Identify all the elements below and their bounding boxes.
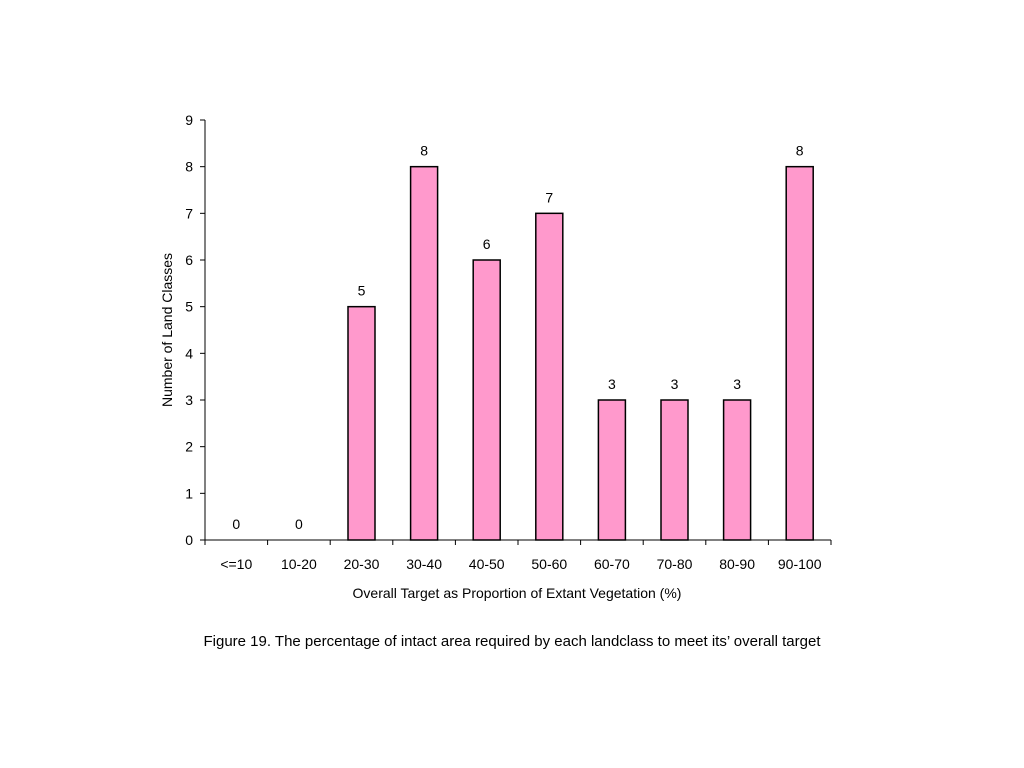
bar-value-label: 6 [483, 236, 491, 252]
x-tick-label: 50-60 [531, 556, 567, 572]
x-axis-ticks: <=10 10-20 20-30 30-40 40-50 50-60 60-70 70-80 8… [204, 540, 832, 572]
y-tick-label: 3 [185, 392, 193, 408]
bar-value-label: 5 [358, 283, 366, 299]
x-tick-label: 80-90 [719, 556, 755, 572]
y-tick-label: 1 [185, 485, 193, 501]
x-tick-label: 20-30 [344, 556, 380, 572]
y-tick-label: 0 [185, 532, 193, 548]
bar-value-label: 3 [608, 376, 616, 392]
y-tick-label: 2 [185, 439, 193, 455]
bar-value-label: 8 [420, 143, 428, 159]
bar-value-label: 0 [232, 516, 240, 532]
y-tick-label: 7 [185, 205, 193, 221]
y-tick-label: 4 [185, 345, 193, 361]
bar-value-label: 7 [545, 189, 553, 205]
bar-value-label: 0 [295, 516, 303, 532]
y-axis-ticks: 0 1 2 3 4 5 6 7 8 9 [185, 112, 205, 548]
bar-value-label: 3 [671, 376, 679, 392]
y-tick-label: 8 [185, 159, 193, 175]
y-axis-title: Number of Land Classes [159, 253, 175, 407]
x-tick-label: 70-80 [657, 556, 693, 572]
x-axis-title: Overall Target as Proportion of Extant V… [353, 585, 682, 601]
bar-value-label: 8 [796, 143, 804, 159]
bar [597, 399, 627, 541]
figure-caption: Figure 19. The percentage of intact area… [203, 633, 821, 650]
y-tick-label: 9 [185, 112, 193, 128]
bar [722, 399, 752, 541]
bar-chart: 0 1 2 3 4 5 6 7 8 9 0 0 5 8 6 7 3 3 3 8 <=10 10-20 20-30 30-4… [159, 112, 832, 601]
x-tick-label: 40-50 [469, 556, 505, 572]
x-tick-label: 90-100 [778, 556, 822, 572]
x-tick-label: 30-40 [406, 556, 442, 572]
y-tick-label: 6 [185, 252, 193, 268]
bar-value-label: 3 [733, 376, 741, 392]
bar [785, 165, 814, 541]
x-tick-label: 60-70 [594, 556, 630, 572]
x-tick-label: 10-20 [281, 556, 317, 572]
bar [409, 165, 439, 541]
bars [347, 165, 814, 541]
bar [347, 305, 376, 541]
y-tick-label: 5 [185, 299, 193, 315]
bar [660, 399, 689, 541]
bar [535, 212, 564, 541]
x-tick-label: <=10 [220, 556, 252, 572]
bar [472, 259, 501, 541]
data-labels: 0 0 5 8 6 7 3 3 3 8 [232, 143, 803, 532]
